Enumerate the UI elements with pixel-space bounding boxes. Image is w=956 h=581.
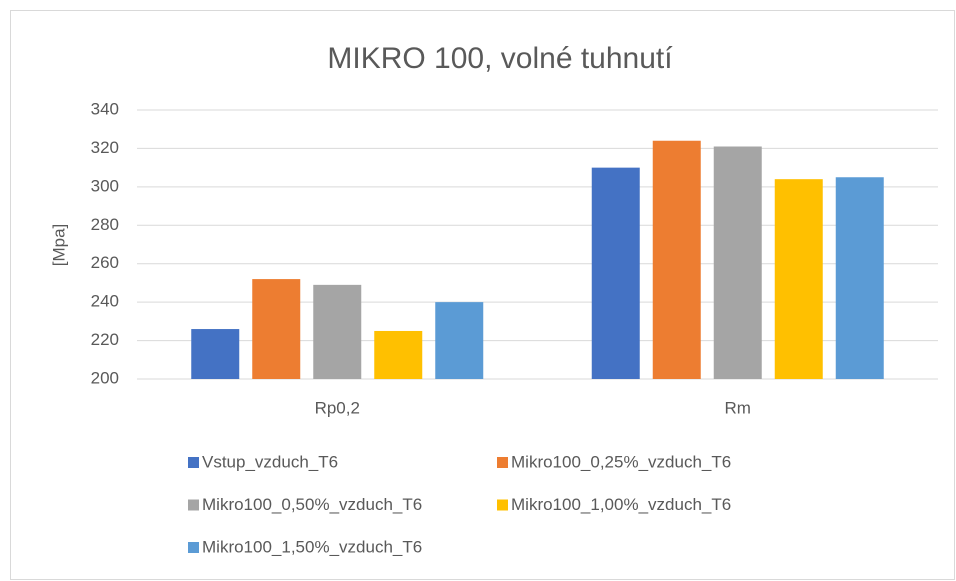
legend-swatch: [188, 499, 199, 511]
y-tick-label: 260: [91, 253, 119, 272]
x-tick-label: Rm: [725, 398, 751, 417]
bar: [191, 329, 240, 379]
y-tick-label: 340: [91, 99, 119, 118]
y-tick-label: 200: [91, 368, 119, 387]
bar: [591, 167, 640, 379]
legend-swatch: [188, 457, 199, 468]
y-tick-label: 320: [91, 138, 119, 157]
y-tick-label: 240: [91, 292, 119, 311]
bar: [252, 279, 301, 379]
legend-label: Mikro100_0,25%_vzduch_T6: [511, 452, 731, 471]
bar: [652, 140, 701, 379]
bar: [774, 179, 823, 379]
y-tick-label: 300: [91, 176, 119, 195]
bar: [435, 302, 484, 379]
bar: [374, 330, 423, 379]
bar: [835, 177, 884, 379]
legend-label: Mikro100_1,00%_vzduch_T6: [511, 495, 731, 514]
legend-label: Mikro100_1,50%_vzduch_T6: [202, 537, 422, 556]
bar: [313, 284, 362, 379]
legend-label: Vstup_vzduch_T6: [202, 452, 338, 471]
y-tick-label: 220: [91, 330, 119, 349]
y-tick-label: 280: [91, 215, 119, 234]
legend-swatch: [497, 499, 508, 511]
chart-title: MIKRO 100, volné tuhnutí: [327, 42, 673, 75]
legend-label: Mikro100_0,50%_vzduch_T6: [202, 495, 422, 514]
y-axis-label: [Mpa]: [49, 224, 68, 267]
legend-swatch: [188, 542, 199, 553]
bar: [713, 146, 762, 379]
legend-swatch: [497, 457, 508, 468]
x-tick-label: Rp0,2: [315, 398, 360, 417]
